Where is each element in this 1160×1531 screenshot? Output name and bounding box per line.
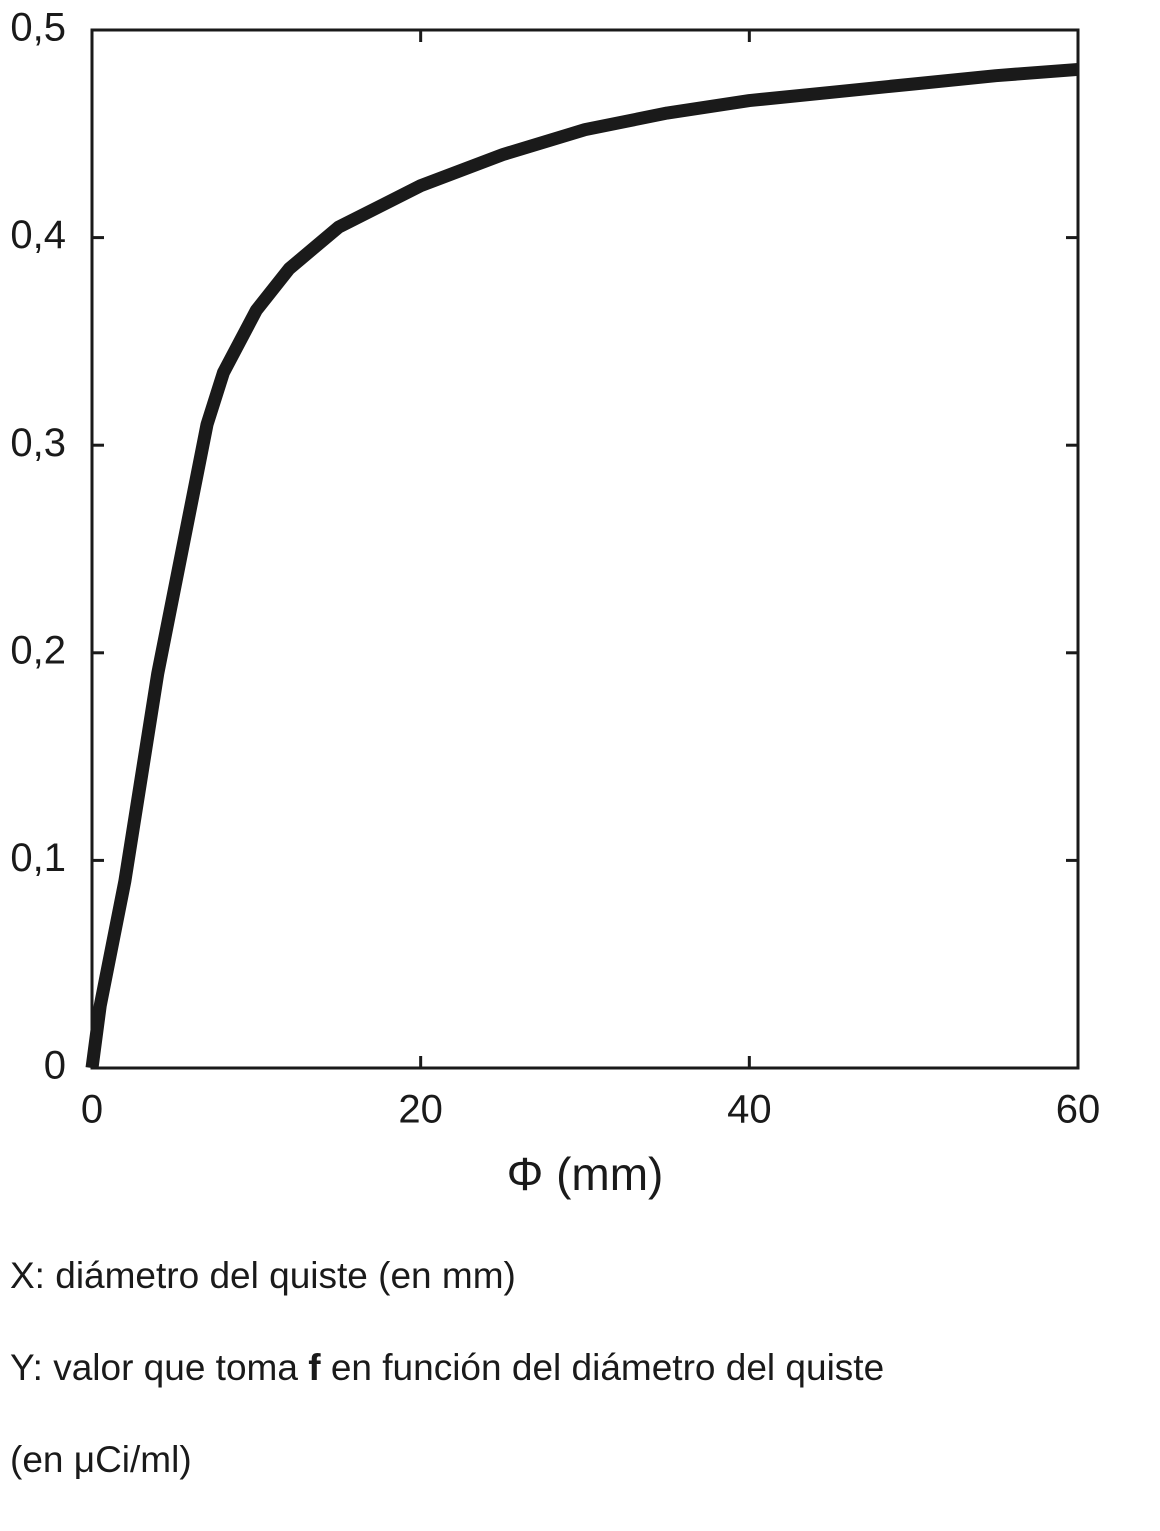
- plot-frame: [90, 28, 1080, 1070]
- caption-line: X: diámetro del quiste (en mm): [10, 1255, 884, 1347]
- captions: X: diámetro del quiste (en mm) Y: valor q…: [10, 1255, 884, 1531]
- y-tick-label: 0,5: [10, 6, 66, 50]
- x-tick-label: 0: [81, 1088, 103, 1132]
- chart: Φ (mm) 0 0,1 0,2 0,3 0,4 0,5 0 20 40 60: [10, 6, 1101, 1201]
- caption-text: en función del diámetro del quiste: [320, 1347, 885, 1388]
- caption-text: (en μCi/ml): [10, 1439, 192, 1480]
- line: [85, 62, 1079, 1069]
- caption-text: Y: valor que toma: [10, 1347, 309, 1388]
- caption-text: f: [308, 1347, 321, 1388]
- caption-text: X: diámetro del quiste (en mm): [10, 1255, 516, 1296]
- x-tick-label: 40: [727, 1088, 772, 1132]
- y-tick-label: 0,4: [10, 213, 66, 257]
- y-tick-label: 0,3: [10, 421, 66, 465]
- y-tick-label: 0: [44, 1044, 66, 1088]
- x-tick-label: 60: [1056, 1088, 1101, 1132]
- x-tick-label: 20: [398, 1088, 443, 1132]
- page: Φ (mm) 0 0,1 0,2 0,3 0,4 0,5 0 20 40 60 X: diámet…: [10, 5, 1101, 1480]
- y-tick-label: 0,2: [10, 628, 66, 672]
- x-axis-label: Φ (mm): [507, 1148, 664, 1200]
- caption-line: Y: valor que toma f en función del diáme…: [10, 1347, 884, 1439]
- caption-line: (en μCi/ml): [10, 1439, 884, 1531]
- y-tick-label: 0,1: [10, 836, 66, 880]
